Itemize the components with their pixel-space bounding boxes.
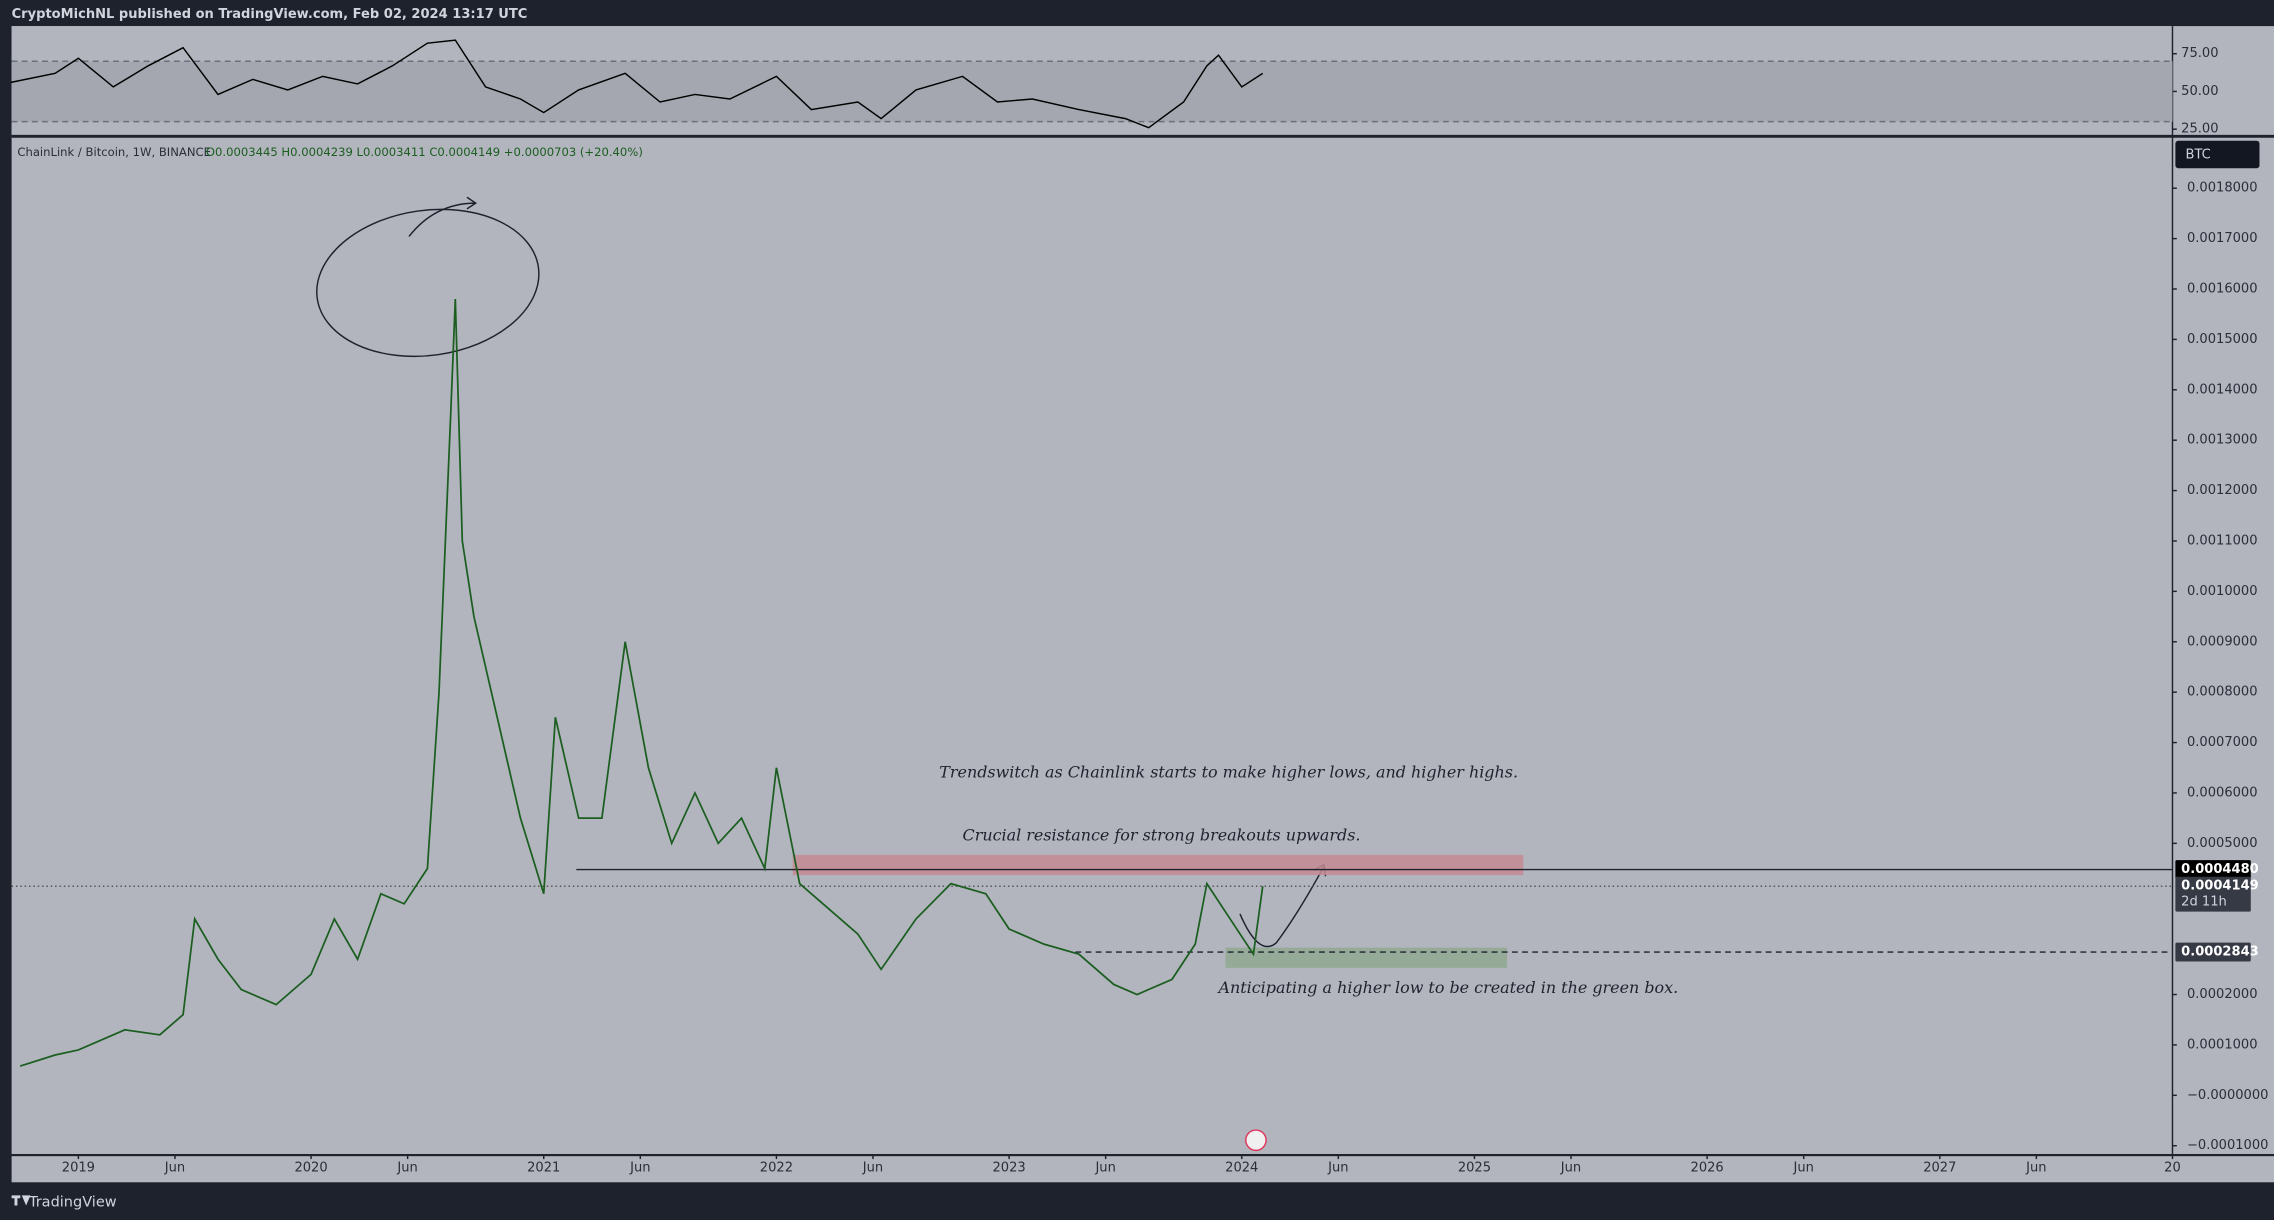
x-tick-label: 20 xyxy=(2164,1160,2181,1175)
brand-logo xyxy=(11,1195,31,1206)
series-line xyxy=(19,299,1264,1067)
plot-layer: 0.0018000 0.0017000 0.0016000 0.0015000 0.00… xyxy=(10,39,2268,1175)
annotation: Anticipating a higher low to be created … xyxy=(1217,978,1679,997)
circle-drawing xyxy=(316,208,540,358)
y-tick-label: 0.0010000 xyxy=(2187,584,2258,599)
x-tick-label: 2026 xyxy=(1691,1160,1724,1175)
price-badge-label: 0.0004480 xyxy=(2181,862,2259,877)
y-tick-label: 0.0005000 xyxy=(2187,836,2258,851)
price-badge xyxy=(2175,860,2251,879)
annotation: Trendswitch as Chainlink starts to make … xyxy=(939,762,1518,781)
zone-box xyxy=(1225,947,1508,968)
y-tick-label: 0.0011000 xyxy=(2187,533,2258,548)
y-tick-label: −0.0001000 xyxy=(2187,1138,2268,1153)
y-tick-label: 0.0018000 xyxy=(2187,181,2258,196)
x-tick-label: 2023 xyxy=(992,1160,1025,1175)
x-tick-label: 2024 xyxy=(1225,1160,1258,1175)
y-tick-label: −0.0000000 xyxy=(2187,1088,2268,1103)
y-tick-label: 0.0015000 xyxy=(2187,332,2258,347)
x-tick-label: 2025 xyxy=(1458,1160,1491,1175)
currency: BTC xyxy=(2186,148,2211,163)
y-tick-label: 0.0009000 xyxy=(2187,634,2258,649)
annotation: Crucial resistance for strong breakouts … xyxy=(963,825,1361,844)
x-tick-label: 2020 xyxy=(294,1160,327,1175)
x-tick-label: Jun xyxy=(629,1160,650,1175)
y-tick-label: 0.0014000 xyxy=(2187,382,2258,397)
price-badge xyxy=(2175,876,2251,912)
x-tick-label: Jun xyxy=(396,1160,417,1175)
x-tick-label: Jun xyxy=(1327,1160,1348,1175)
x-tick-label: 2027 xyxy=(1923,1160,1956,1175)
brand: TradingView xyxy=(28,1195,117,1211)
y-tick-label: 0.0008000 xyxy=(2187,685,2258,700)
rsi-tick-label: 50.00 xyxy=(2181,84,2218,99)
x-tick-label: Jun xyxy=(1560,1160,1581,1175)
zone-box xyxy=(792,854,1524,876)
rsi-tick-label: 25.00 xyxy=(2181,122,2218,137)
y-tick-label: 0.0016000 xyxy=(2187,281,2258,296)
chart-bg xyxy=(11,26,2274,1155)
price-badge-label: 0.0004149 xyxy=(2181,879,2259,894)
event-icon xyxy=(1245,1129,1267,1152)
ohlc-legend: O0.0003445 H0.0004239 L0.0003411 C0.0004… xyxy=(206,145,643,159)
y-tick-label: 0.0006000 xyxy=(2187,785,2258,800)
time-axis xyxy=(11,1156,2274,1183)
x-tick-label: 2022 xyxy=(760,1160,793,1175)
y-tick-label: 0.0013000 xyxy=(2187,433,2258,448)
x-tick-label: 2021 xyxy=(527,1160,560,1175)
price-badge-label: 0.0002843 xyxy=(2181,945,2259,960)
y-tick-label: 0.0002000 xyxy=(2187,987,2258,1002)
arrow-drawing xyxy=(408,196,477,237)
countdown: 2d 11h xyxy=(2181,895,2227,910)
x-tick-label: Jun xyxy=(164,1160,185,1175)
x-tick-label: Jun xyxy=(1094,1160,1115,1175)
x-tick-label: Jun xyxy=(1792,1160,1813,1175)
publisher: CryptoMichNL published on TradingView.co… xyxy=(12,7,528,22)
rsi-tick-label: 75.00 xyxy=(2181,46,2218,61)
x-tick-label: Jun xyxy=(862,1160,883,1175)
y-tick-label: 0.0001000 xyxy=(2187,1037,2258,1052)
x-tick-label: Jun xyxy=(2025,1160,2046,1175)
x-tick-label: 2019 xyxy=(62,1160,95,1175)
symbol-title: ChainLink / Bitcoin, 1W, BINANCE xyxy=(17,145,211,159)
y-tick-label: 0.0012000 xyxy=(2187,483,2258,498)
y-tick-label: 0.0017000 xyxy=(2187,231,2258,246)
y-tick-label: 0.0007000 xyxy=(2187,735,2258,750)
price-badge xyxy=(2175,942,2251,962)
currency-badge xyxy=(2175,140,2260,169)
series-line xyxy=(10,39,1264,129)
